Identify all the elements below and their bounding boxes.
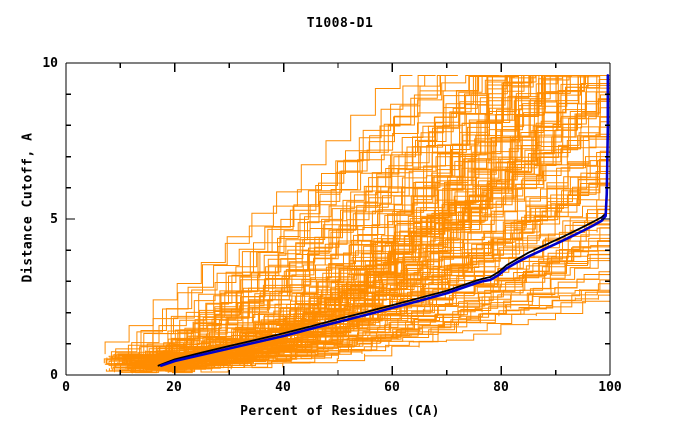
ensemble-curve [114, 240, 610, 359]
ensemble-curve [118, 133, 610, 364]
ensemble-curve [157, 211, 611, 367]
x-tick-label-0: 0 [62, 380, 70, 395]
y-tick-label-0: 0 [50, 368, 58, 383]
ensemble-curve [137, 75, 519, 359]
ensemble-curves-group [103, 75, 611, 374]
y-tick-label-10: 10 [42, 56, 58, 71]
ensemble-curve [162, 75, 436, 368]
ensemble-curve [171, 250, 611, 374]
ensemble-curve [113, 152, 610, 366]
ensemble-curve [127, 75, 454, 370]
ensemble-curve [115, 75, 432, 357]
ensemble-curve [117, 75, 487, 360]
page-title: T1008-D1 [306, 16, 374, 31]
highlight-series-line [159, 74, 610, 367]
highlight-curves-group [157, 74, 610, 367]
y-tick-label-5: 5 [50, 212, 58, 227]
ensemble-curve [108, 75, 589, 373]
ensemble-curve [126, 75, 490, 358]
ensemble-curve [117, 266, 611, 369]
ensemble-curve [144, 75, 451, 367]
secondary-series-line [157, 213, 606, 367]
ensemble-curve [167, 75, 542, 366]
ensemble-curve [145, 296, 611, 373]
x-tick-label-100: 100 [598, 380, 622, 395]
x-tick-label-60: 60 [384, 380, 400, 395]
x-axis-label: Percent of Residues (CA) [240, 404, 440, 419]
ensemble-curve [115, 75, 458, 360]
ensemble-curve [131, 75, 572, 372]
x-tick-label-80: 80 [493, 380, 509, 395]
ensemble-curve [164, 92, 611, 357]
ensemble-curve [119, 75, 584, 371]
ensemble-curve [127, 75, 413, 356]
ensemble-curve [108, 159, 610, 366]
ensemble-curve [109, 283, 610, 361]
x-tick-label-40: 40 [275, 380, 291, 395]
ensemble-curve [149, 179, 611, 358]
axes-frame [65, 62, 611, 376]
x-tick-label-20: 20 [166, 380, 182, 395]
ensemble-curve [155, 75, 494, 371]
ensemble-curve [140, 235, 611, 369]
ensemble-curve [131, 75, 507, 367]
ensemble-curve [147, 75, 591, 360]
ensemble-curve [172, 250, 610, 370]
